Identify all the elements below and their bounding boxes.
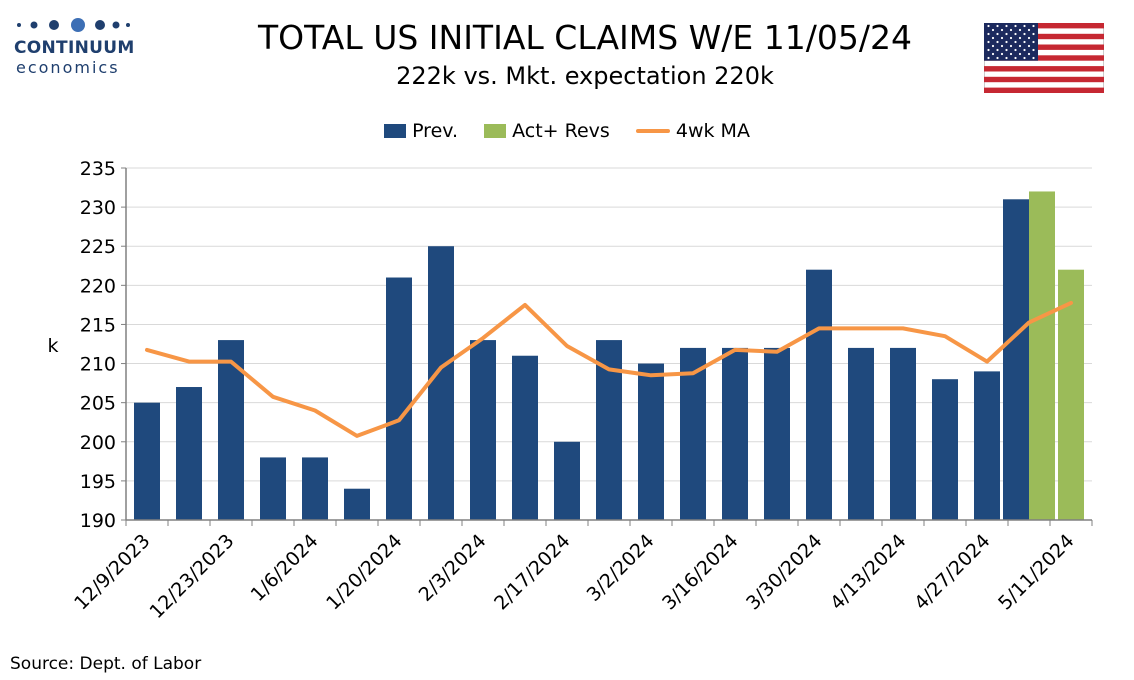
legend-swatch-act [484, 124, 507, 138]
y-tick-label: 205 [80, 393, 116, 415]
legend-swatch-prev [384, 124, 407, 138]
us-flag-icon [984, 23, 1104, 93]
x-tick-label: 12/9/2023 [70, 530, 154, 614]
bar-prev [890, 347, 916, 520]
x-tick-label: 2/3/2024 [415, 530, 491, 606]
y-tick-label: 220 [80, 275, 116, 297]
legend-swatch-ma [635, 129, 670, 133]
tick-labels: 190 195 200 205 210 215 220 225 230 235 k 12/9/2023… [47, 158, 1078, 623]
logo-dots-icon [17, 18, 130, 32]
logo-name: CONTINUUM [14, 38, 135, 58]
logo-subtitle: economics [16, 58, 120, 77]
bar-prev [554, 441, 580, 520]
bar-prev [512, 355, 538, 520]
y-axis-label: k [47, 335, 58, 357]
y-tick-label: 195 [80, 471, 116, 493]
x-tick-label: 3/2/2024 [583, 530, 659, 606]
legend-item-ma: 4wk MA [635, 119, 750, 142]
legend-item-prev: Prev. [384, 120, 458, 142]
y-tick-label: 235 [80, 158, 116, 180]
y-tick-label: 210 [80, 354, 116, 376]
chart-title: TOTAL US INITIAL CLAIMS W/E 11/05/24 [258, 18, 912, 57]
chart-subtitle: 222k vs. Mkt. expectation 220k [396, 62, 774, 90]
chart-legend: Prev. Act+ Revs 4wk MA [0, 119, 1134, 142]
y-tick-label: 230 [80, 197, 116, 219]
bar-act-revs [1029, 191, 1055, 520]
bar-act-revs [1058, 269, 1084, 520]
x-tick-label: 4/13/2024 [826, 530, 910, 614]
x-tick-label: 1/6/2024 [247, 530, 323, 606]
x-tick-label: 4/27/2024 [910, 530, 994, 614]
bar-prev [386, 277, 412, 520]
x-tick-label: 3/16/2024 [658, 530, 742, 614]
x-tick-label: 3/30/2024 [742, 530, 826, 614]
y-tick-label: 200 [80, 432, 116, 454]
bar-prev [1003, 199, 1029, 521]
legend-label-prev: Prev. [412, 119, 459, 142]
x-tick-label: 12/23/2023 [146, 530, 239, 623]
ma-line-layer [145, 300, 1073, 438]
bars [134, 191, 1084, 521]
legend-label-ma: 4wk MA [675, 119, 750, 142]
bar-prev [638, 363, 664, 520]
bar-prev [134, 402, 160, 520]
bar-prev [848, 347, 874, 520]
ma-line [145, 300, 1073, 438]
bar-prev [806, 269, 832, 520]
bar-prev [596, 340, 622, 520]
source-note: Source: Dept. of Labor [10, 654, 202, 674]
bar-prev [428, 246, 454, 520]
bar-prev [680, 347, 706, 520]
x-tick-label: 2/17/2024 [490, 530, 574, 614]
bar-prev [470, 340, 496, 520]
bar-prev [344, 488, 370, 520]
y-tick-label: 225 [80, 236, 116, 258]
bar-prev [260, 457, 286, 520]
y-tick-label: 215 [80, 314, 116, 336]
bar-prev [176, 387, 202, 520]
x-tick-label: 5/11/2024 [994, 530, 1078, 614]
bar-prev [302, 457, 328, 520]
y-tick-label: 190 [80, 510, 116, 532]
bar-prev [722, 347, 748, 520]
legend-item-act: Act+ Revs [484, 120, 610, 142]
x-tick-label: 1/20/2024 [322, 530, 406, 614]
axes [121, 167, 1093, 526]
bar-prev [932, 379, 958, 520]
legend-label-act: Act+ Revs [512, 119, 610, 142]
bar-prev [764, 347, 790, 520]
bar-prev [974, 371, 1000, 520]
